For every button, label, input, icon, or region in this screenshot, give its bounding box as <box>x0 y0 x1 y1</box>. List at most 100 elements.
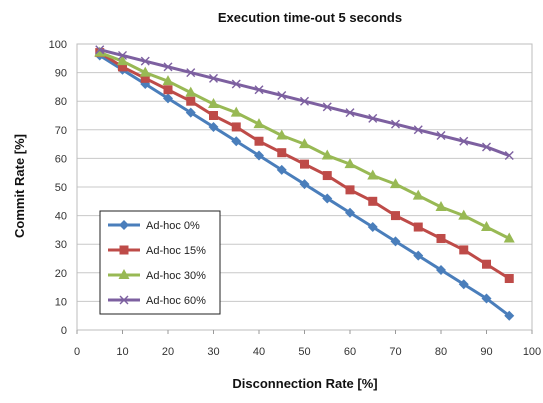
data-point-ad-hoc-30 <box>117 55 128 66</box>
data-point-ad-hoc-60-stroke <box>368 113 378 123</box>
data-point-ad-hoc-60-stroke <box>504 151 514 161</box>
data-point-ad-hoc-0 <box>322 193 333 204</box>
y-axis-title: Commit Rate [%] <box>12 134 27 238</box>
x-tick-label: 40 <box>253 346 265 358</box>
y-tick-label: 40 <box>55 211 67 223</box>
data-point-ad-hoc-0 <box>231 136 242 147</box>
data-point-ad-hoc-60 <box>413 125 423 135</box>
y-tick-label: 100 <box>49 39 67 51</box>
data-point-ad-hoc-60-stroke <box>459 136 469 146</box>
y-tick-label: 10 <box>55 296 67 308</box>
x-axis-title: Disconnection Rate [%] <box>232 376 377 391</box>
data-point-ad-hoc-0 <box>163 93 173 104</box>
x-tick-label: 30 <box>207 346 219 358</box>
data-point-ad-hoc-60-stroke <box>482 142 491 152</box>
data-point-ad-hoc-15 <box>322 171 332 181</box>
data-point-ad-hoc-60 <box>163 62 173 72</box>
legend-marker-ad-hoc-15 <box>119 245 129 255</box>
data-point-ad-hoc-15 <box>368 196 378 206</box>
data-point-ad-hoc-60 <box>186 68 196 78</box>
y-tick-label: 0 <box>61 325 67 337</box>
legend-marker-ad-hoc-60-stroke <box>119 295 129 305</box>
data-point-ad-hoc-30 <box>230 106 242 117</box>
data-point-ad-hoc-30 <box>344 158 356 169</box>
data-point-ad-hoc-0 <box>390 236 401 247</box>
data-point-ad-hoc-60-stroke <box>436 131 446 141</box>
data-point-ad-hoc-60 <box>300 96 309 106</box>
legend-marker-ad-hoc-0 <box>119 220 129 230</box>
data-point-ad-hoc-0 <box>458 279 469 290</box>
data-point-ad-hoc-60 <box>391 119 400 129</box>
data-point-ad-hoc-30 <box>458 209 470 220</box>
data-point-ad-hoc-60-stroke <box>391 119 400 129</box>
data-point-ad-hoc-15 <box>118 62 127 72</box>
data-point-ad-hoc-60 <box>231 79 241 89</box>
data-point-ad-hoc-0 <box>276 164 287 175</box>
data-point-ad-hoc-60-stroke <box>209 73 218 83</box>
data-point-ad-hoc-60 <box>322 102 332 112</box>
data-point-ad-hoc-0 <box>208 121 219 132</box>
data-point-ad-hoc-15 <box>186 96 196 106</box>
x-tick-label: 80 <box>435 346 447 358</box>
data-point-ad-hoc-60-stroke <box>254 85 264 95</box>
data-point-ad-hoc-30 <box>208 98 219 109</box>
data-point-ad-hoc-0 <box>481 293 492 304</box>
data-point-ad-hoc-30 <box>139 66 151 77</box>
data-point-ad-hoc-15 <box>436 233 446 243</box>
data-point-ad-hoc-0 <box>436 264 446 275</box>
data-point-ad-hoc-0 <box>367 222 378 233</box>
x-tick-label: 50 <box>298 346 310 358</box>
data-point-ad-hoc-0 <box>185 107 196 118</box>
data-point-ad-hoc-30 <box>390 178 401 189</box>
y-tick-label: 20 <box>55 268 67 280</box>
series-ad-hoc-60 <box>95 45 514 161</box>
data-point-ad-hoc-30 <box>481 221 492 232</box>
data-point-ad-hoc-60 <box>95 45 105 55</box>
x-tick-label: 70 <box>389 346 401 358</box>
series-ad-hoc-30 <box>94 46 515 243</box>
y-tick-label: 90 <box>55 68 67 80</box>
data-point-ad-hoc-0 <box>413 250 424 261</box>
data-point-ad-hoc-15 <box>140 73 150 83</box>
data-point-ad-hoc-60 <box>459 136 469 146</box>
data-point-ad-hoc-60-stroke <box>300 96 309 106</box>
data-point-ad-hoc-15 <box>277 148 287 158</box>
data-point-ad-hoc-60 <box>277 90 287 100</box>
data-point-ad-hoc-30 <box>299 138 310 149</box>
data-point-ad-hoc-60 <box>482 142 491 152</box>
data-point-ad-hoc-30 <box>94 46 106 57</box>
legend-label: Ad-hoc 30% <box>146 270 206 282</box>
data-point-ad-hoc-15 <box>231 122 241 132</box>
data-point-ad-hoc-15 <box>254 136 264 146</box>
data-point-ad-hoc-60 <box>254 85 264 95</box>
data-point-ad-hoc-60 <box>140 56 150 66</box>
data-point-ad-hoc-30 <box>321 149 333 160</box>
data-point-ad-hoc-60 <box>504 151 514 161</box>
data-point-ad-hoc-60-stroke <box>186 68 196 78</box>
data-point-ad-hoc-60 <box>345 108 355 118</box>
data-point-ad-hoc-30 <box>253 118 265 129</box>
data-point-ad-hoc-30 <box>435 201 447 212</box>
data-point-ad-hoc-15 <box>482 259 491 269</box>
data-point-ad-hoc-15 <box>209 111 218 120</box>
y-tick-label: 70 <box>55 125 67 137</box>
data-point-ad-hoc-15 <box>391 211 400 221</box>
data-point-ad-hoc-60-stroke <box>140 56 150 66</box>
legend: Ad-hoc 0% Ad-hoc 15% Ad-hoc 30% Ad-hoc 60% <box>99 210 221 315</box>
data-point-ad-hoc-60-stroke <box>231 79 241 89</box>
legend-marker-ad-hoc-30 <box>118 269 130 279</box>
chart-title: Execution time-out 5 seconds <box>218 10 402 25</box>
data-point-ad-hoc-60-stroke <box>163 62 173 72</box>
x-axis-ticks: 0 10 20 30 40 50 60 70 80 90 100 <box>74 330 541 358</box>
data-point-ad-hoc-15 <box>413 222 423 232</box>
data-point-ad-hoc-0 <box>254 150 264 161</box>
legend-label: Ad-hoc 0% <box>146 220 200 232</box>
data-point-ad-hoc-60 <box>118 50 127 60</box>
data-point-ad-hoc-60 <box>209 73 218 83</box>
data-point-ad-hoc-15 <box>163 85 173 95</box>
x-tick-label: 100 <box>523 346 541 358</box>
data-point-ad-hoc-30 <box>185 86 197 97</box>
data-point-ad-hoc-15 <box>345 185 355 195</box>
